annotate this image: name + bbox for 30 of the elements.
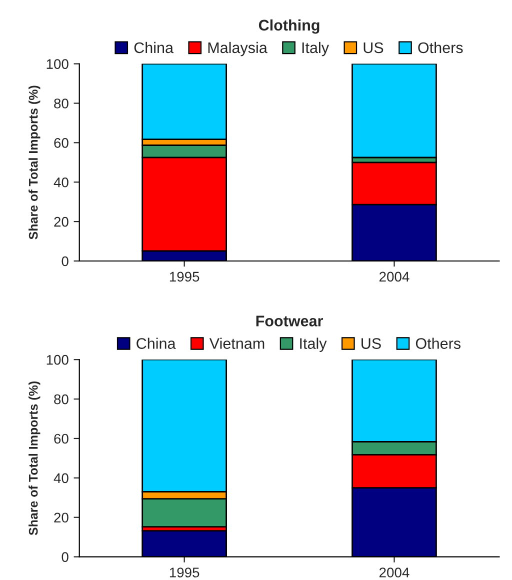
- y-tick-label: 60: [54, 434, 68, 444]
- y-tick-label: 80: [54, 98, 68, 108]
- y-tick-label: 100: [46, 59, 68, 69]
- legend-label: Others: [418, 42, 463, 54]
- legend-label: Others: [416, 338, 461, 349]
- y-tick-label: 80: [54, 394, 68, 404]
- legend-label: Italy: [300, 338, 327, 352]
- x-tick-label: 1995: [170, 568, 200, 578]
- legend-label: US: [362, 338, 381, 349]
- y-tick-label: 60: [54, 138, 68, 148]
- y-tick-label: 20: [54, 512, 68, 523]
- y-tick-label: 0: [62, 552, 68, 562]
- x-tick-label: 2004: [379, 568, 410, 578]
- legend-label: US: [364, 42, 384, 54]
- legend-label: Italy: [302, 42, 329, 56]
- legend-label: Malaysia: [208, 42, 268, 56]
- y-axis-title: Share of Total Imports (%): [28, 381, 40, 536]
- y-tick-label: 0: [62, 256, 68, 266]
- y-axis-title: Share of Total Imports (%): [28, 86, 40, 240]
- legend-label: China: [134, 42, 174, 54]
- chart-title: Clothing: [258, 19, 320, 34]
- y-tick-label: 40: [54, 177, 68, 188]
- y-tick-label: 20: [54, 216, 68, 227]
- legend-label: Vietnam: [209, 338, 264, 349]
- chart-title: Footwear: [256, 316, 324, 326]
- y-tick-label: 100: [46, 354, 68, 365]
- x-tick-label: 1995: [170, 272, 200, 282]
- legend-label: China: [136, 338, 176, 349]
- y-tick-label: 40: [54, 473, 68, 484]
- x-tick-label: 2004: [379, 272, 410, 282]
